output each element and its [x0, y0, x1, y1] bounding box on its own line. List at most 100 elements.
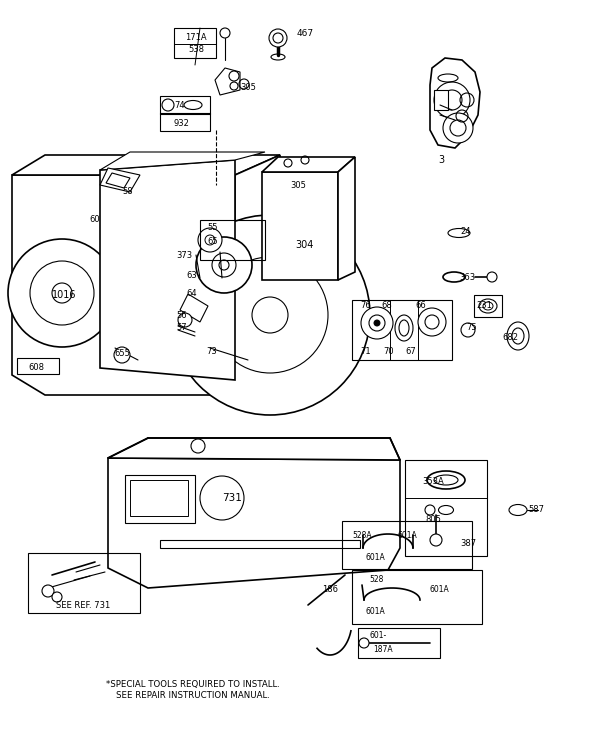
Polygon shape: [108, 458, 400, 588]
Circle shape: [487, 272, 497, 282]
Polygon shape: [100, 152, 265, 170]
Circle shape: [30, 261, 94, 325]
Text: *SPECIAL TOOLS REQUIRED TO INSTALL.: *SPECIAL TOOLS REQUIRED TO INSTALL.: [106, 679, 280, 689]
Bar: [405, 460, 487, 556]
Polygon shape: [100, 168, 140, 192]
Polygon shape: [262, 172, 338, 280]
Polygon shape: [12, 155, 280, 175]
Circle shape: [114, 347, 130, 363]
Bar: [125, 475, 195, 523]
Circle shape: [162, 99, 174, 111]
Bar: [352, 570, 482, 624]
Circle shape: [220, 28, 230, 38]
Bar: [17, 358, 59, 374]
Polygon shape: [235, 155, 280, 395]
Bar: [160, 113, 210, 131]
Bar: [200, 220, 265, 260]
Text: 71: 71: [360, 347, 371, 356]
Text: 538: 538: [188, 44, 204, 53]
Bar: [352, 300, 452, 360]
Text: 70: 70: [383, 347, 394, 356]
Text: 932: 932: [174, 118, 190, 128]
Text: 68: 68: [381, 301, 392, 310]
Text: 373: 373: [176, 251, 192, 261]
Polygon shape: [108, 438, 400, 460]
Text: SEE REPAIR INSTRUCTION MANUAL.: SEE REPAIR INSTRUCTION MANUAL.: [116, 692, 270, 701]
Text: 24: 24: [460, 228, 470, 236]
Text: 187A: 187A: [373, 645, 393, 655]
Text: 58: 58: [122, 188, 133, 197]
Bar: [160, 96, 210, 114]
Circle shape: [361, 307, 393, 339]
Polygon shape: [160, 540, 360, 548]
Bar: [474, 295, 502, 317]
Bar: [174, 28, 216, 58]
Text: 56: 56: [176, 310, 186, 319]
Text: 387: 387: [460, 539, 476, 548]
Text: 65: 65: [207, 237, 218, 247]
Circle shape: [8, 239, 116, 347]
Text: 67: 67: [405, 347, 416, 356]
Text: 60: 60: [89, 216, 100, 225]
Circle shape: [374, 320, 380, 326]
Polygon shape: [180, 294, 208, 322]
Bar: [130, 480, 188, 516]
Circle shape: [443, 113, 473, 143]
Text: 305: 305: [240, 84, 256, 92]
Text: 3: 3: [438, 155, 444, 165]
Text: 55: 55: [207, 223, 218, 233]
Text: 304: 304: [295, 240, 313, 250]
Circle shape: [434, 82, 470, 118]
Text: 305: 305: [290, 180, 306, 189]
Text: 601-: 601-: [369, 632, 386, 641]
Bar: [434, 90, 448, 110]
Polygon shape: [262, 157, 355, 172]
Circle shape: [191, 439, 205, 453]
Circle shape: [359, 638, 369, 648]
Text: 76: 76: [360, 301, 371, 310]
Text: 587: 587: [528, 505, 544, 514]
Bar: [358, 628, 440, 658]
Text: 601A: 601A: [430, 585, 450, 594]
Circle shape: [196, 237, 252, 293]
Circle shape: [269, 29, 287, 47]
Bar: [342, 521, 472, 569]
Ellipse shape: [427, 471, 465, 489]
Text: 171A: 171A: [185, 33, 207, 43]
Text: 75: 75: [466, 322, 477, 332]
Text: 74: 74: [174, 101, 185, 111]
Text: 805: 805: [425, 516, 441, 525]
Text: 655: 655: [114, 349, 130, 358]
Polygon shape: [338, 157, 355, 280]
Circle shape: [418, 308, 446, 336]
Text: 64: 64: [186, 290, 196, 299]
Circle shape: [178, 313, 192, 327]
Circle shape: [200, 476, 244, 520]
Ellipse shape: [395, 315, 413, 341]
Text: 601A: 601A: [365, 607, 385, 616]
Text: 731: 731: [222, 493, 242, 503]
Text: 608: 608: [28, 364, 44, 372]
Polygon shape: [106, 173, 130, 188]
Text: 63: 63: [186, 270, 196, 279]
Circle shape: [430, 534, 442, 546]
Text: 1016: 1016: [52, 290, 76, 300]
Text: 682: 682: [502, 333, 518, 341]
Circle shape: [42, 585, 54, 597]
Text: 601A: 601A: [398, 531, 418, 539]
Text: SEE REF. 731: SEE REF. 731: [56, 601, 110, 610]
Polygon shape: [12, 175, 235, 395]
Text: 186: 186: [322, 585, 338, 594]
Text: 353A: 353A: [422, 477, 444, 486]
Text: 66: 66: [415, 301, 426, 310]
Circle shape: [198, 228, 222, 252]
Circle shape: [52, 592, 62, 602]
Polygon shape: [215, 68, 240, 95]
Text: 528: 528: [369, 576, 384, 585]
Text: 601A: 601A: [366, 553, 386, 562]
Polygon shape: [430, 58, 480, 148]
Text: 57: 57: [176, 324, 186, 333]
Text: 73: 73: [206, 347, 217, 356]
Circle shape: [170, 215, 370, 415]
Text: 467: 467: [297, 30, 314, 38]
